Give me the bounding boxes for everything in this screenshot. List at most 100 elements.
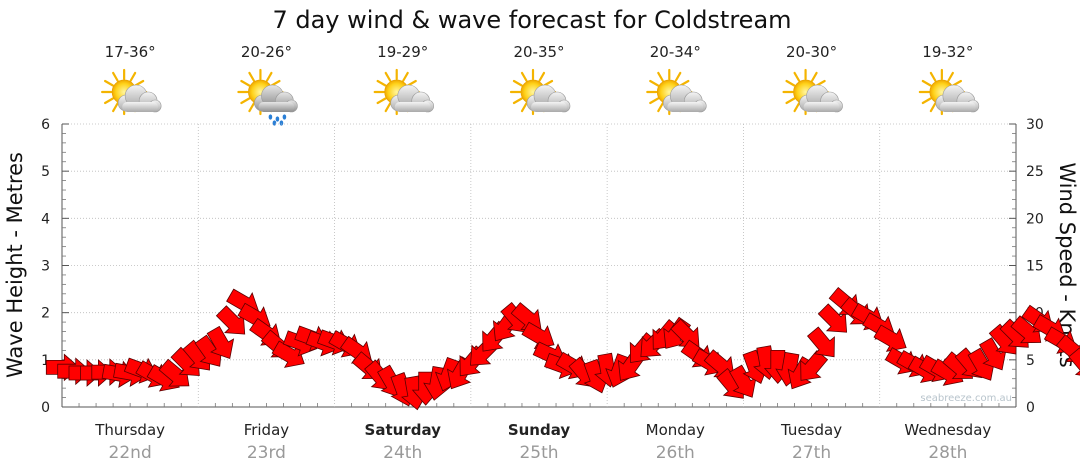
rain-drop <box>268 114 273 120</box>
sun-ray <box>649 79 660 87</box>
sun-ray <box>512 79 523 87</box>
right-tick-label: 15 <box>1026 259 1044 275</box>
sun-ray <box>947 71 954 82</box>
sun-ray <box>785 97 796 105</box>
sun-ray <box>376 79 387 87</box>
daily-weather-icons <box>101 68 980 126</box>
wind-arrow-shape <box>817 303 848 333</box>
left-tick-label: 4 <box>41 211 50 227</box>
wind-arrow <box>215 305 246 335</box>
left-tick-label: 0 <box>41 400 50 416</box>
day-date: 24th <box>383 443 422 463</box>
sun-ray <box>921 97 932 105</box>
sun-ray <box>649 97 660 105</box>
left-axis: 0 1 2 3 4 5 6 <box>41 117 69 416</box>
daily-temperatures: 17-36° 20-26° 19-29° 20-35° 20-34° 20-30° 19-3… <box>105 43 974 61</box>
partly-cloudy-icon <box>101 68 162 116</box>
wind-arrow <box>206 325 235 360</box>
sun-ray <box>674 71 682 82</box>
partly-cloudy-icon <box>373 68 435 116</box>
wind-arrow <box>978 337 1007 371</box>
cloud-base <box>122 102 159 112</box>
cloud-shape <box>935 84 980 113</box>
sun-ray <box>103 97 114 105</box>
showers-icon <box>237 68 298 126</box>
wind-arrow-shape <box>215 305 246 335</box>
temperature-range: 20-30° <box>786 43 837 61</box>
wind-arrow-shape <box>206 325 235 360</box>
right-axis: 051015202530 <box>1009 117 1044 416</box>
sun-ray <box>384 102 392 113</box>
sun-ray <box>112 102 119 113</box>
wind-arrow <box>1068 347 1080 379</box>
wind-arrow-shape <box>729 364 757 398</box>
right-tick-label: 25 <box>1026 164 1044 180</box>
wind-arrow <box>817 303 848 333</box>
wind-arrow <box>158 358 190 387</box>
sun-ray <box>929 71 937 82</box>
partly-cloudy-icon <box>646 68 707 116</box>
sun-ray <box>265 71 273 82</box>
wind-arrow-shape <box>806 326 835 358</box>
cloud-base <box>803 102 840 112</box>
sun-ray <box>793 102 801 113</box>
day-date: 23rd <box>247 443 286 463</box>
cloud-base <box>939 102 976 112</box>
cloud-base <box>394 102 431 112</box>
sun-ray <box>810 71 818 82</box>
wind-arrow <box>729 364 757 398</box>
day-name: Monday <box>646 421 705 439</box>
wind-arrow <box>873 324 907 352</box>
sun-ray <box>240 97 251 105</box>
sun-ray <box>921 79 932 87</box>
rain-drop <box>275 116 280 122</box>
rain-drop <box>279 120 284 126</box>
temperature-range: 20-26° <box>241 43 292 61</box>
partly-cloudy-icon <box>509 68 571 116</box>
wind-arrows <box>45 286 1080 411</box>
sun-ray <box>129 71 137 82</box>
right-tick-label: 30 <box>1026 117 1044 133</box>
day-date: 22nd <box>109 443 152 463</box>
cloud-shape <box>390 84 435 113</box>
cloud-shape <box>526 84 571 113</box>
sun-ray <box>793 71 801 82</box>
sun-ray <box>657 102 664 113</box>
watermark: seabreeze.com.au <box>920 393 1012 404</box>
right-tick-label: 5 <box>1026 353 1035 369</box>
day-labels: Thursday 22nd Friday 23rd Saturday 24th Sunday… <box>94 421 991 463</box>
sun-ray <box>929 102 937 113</box>
cloud-shape <box>254 84 298 113</box>
sun-ray <box>402 71 409 82</box>
left-axis-label: Wave Height - Metres <box>3 152 27 378</box>
day-date: 27th <box>792 443 831 463</box>
temperature-range: 20-35° <box>513 43 564 61</box>
cloud-base <box>531 102 567 112</box>
left-tick-label: 2 <box>41 306 50 322</box>
sun-ray <box>103 79 114 87</box>
left-tick-label: 1 <box>41 353 50 369</box>
wind-arrow-shape <box>1068 347 1080 379</box>
day-date: 28th <box>928 443 967 463</box>
sun-ray <box>520 71 528 82</box>
day-name: Thursday <box>94 421 165 439</box>
partly-cloudy-icon <box>782 68 843 116</box>
temperature-range: 19-32° <box>922 43 973 61</box>
cloud-base <box>667 102 704 112</box>
sun-ray <box>538 71 546 82</box>
left-tick-label: 5 <box>41 164 50 180</box>
temperature-range: 19-29° <box>377 43 428 61</box>
left-tick-label: 3 <box>41 259 50 275</box>
wind-arrow-shape <box>158 358 190 387</box>
right-tick-label: 0 <box>1026 400 1035 416</box>
sun-ray <box>248 71 256 82</box>
wind-arrow-shape <box>978 337 1007 371</box>
sun-ray <box>520 102 528 113</box>
cloud-base <box>258 102 295 112</box>
temperature-range: 20-34° <box>650 43 701 61</box>
sun-ray <box>512 97 523 105</box>
partly-cloudy-icon <box>918 68 980 116</box>
sun-ray <box>376 97 387 105</box>
sun-ray <box>657 71 664 82</box>
